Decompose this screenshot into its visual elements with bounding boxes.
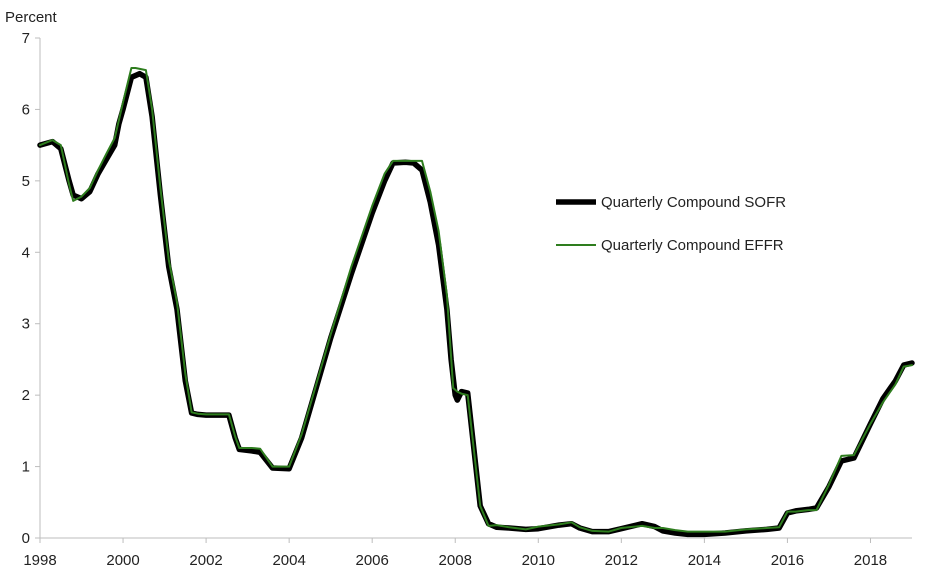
- series-line-effr: [39, 67, 913, 533]
- y-tick-label: 7: [22, 30, 30, 47]
- series-layer: [37, 67, 915, 538]
- y-tick-label: 1: [22, 459, 30, 476]
- x-tick-label: 2000: [106, 552, 139, 569]
- legend: Quarterly Compound SOFR Quarterly Compou…: [556, 194, 786, 254]
- y-tick-label: 0: [22, 530, 30, 547]
- y-axis-title: Percent: [5, 9, 58, 26]
- x-tick-label: 2014: [688, 552, 721, 569]
- y-axis: 0 1 2 3 4 5 6 7: [22, 30, 40, 547]
- y-tick-label: 6: [22, 101, 30, 118]
- y-tick-label: 3: [22, 316, 30, 333]
- y-tick-label: 5: [22, 173, 30, 190]
- x-tick-label: 2012: [605, 552, 638, 569]
- legend-label-effr: Quarterly Compound EFFR: [601, 237, 784, 254]
- x-tick-label: 2004: [272, 552, 305, 569]
- x-tick-label: 2010: [522, 552, 555, 569]
- x-tick-label: 1998: [23, 552, 56, 569]
- x-tick-label: 2008: [439, 552, 472, 569]
- x-tick-label: 2002: [189, 552, 222, 569]
- x-axis: 1998 2000 2002 2004 2006 2008 2010 2012 2014 2016…: [23, 538, 887, 569]
- series-line-sofr: [37, 70, 915, 538]
- x-tick-label: 2018: [854, 552, 887, 569]
- x-tick-label: 2016: [771, 552, 804, 569]
- y-tick-label: 4: [22, 244, 30, 261]
- y-tick-label: 2: [22, 387, 30, 404]
- x-tick-label: 2006: [356, 552, 389, 569]
- legend-label-sofr: Quarterly Compound SOFR: [601, 194, 786, 211]
